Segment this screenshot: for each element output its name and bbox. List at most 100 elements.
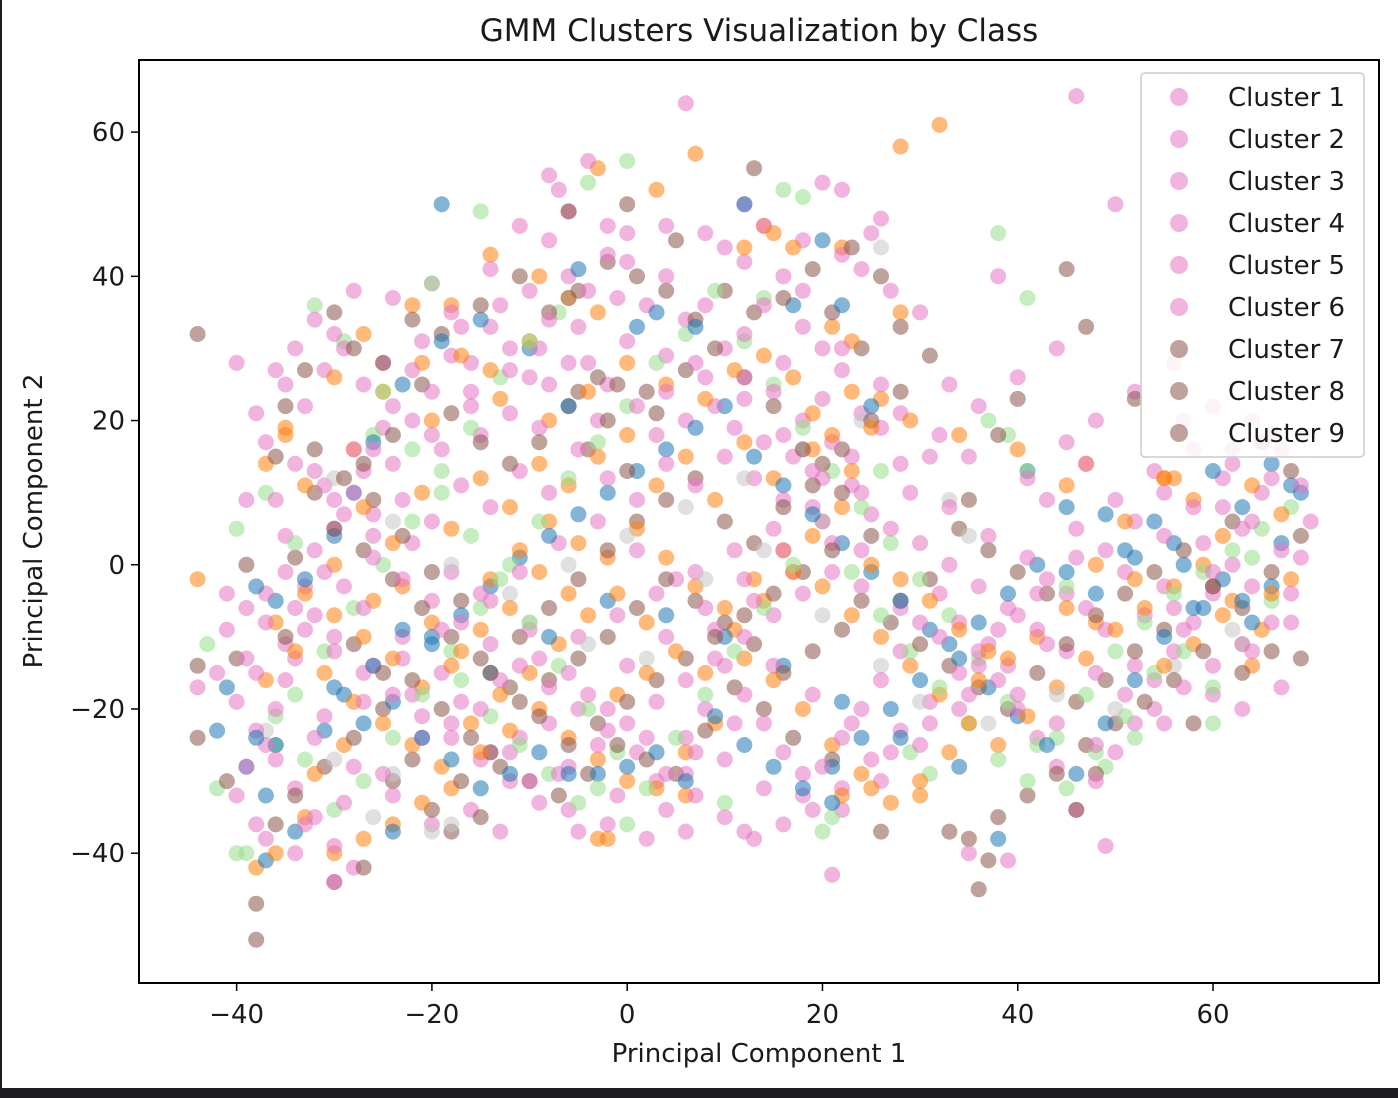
scatter-point	[248, 816, 265, 833]
scatter-point	[589, 434, 606, 451]
legend-marker	[1170, 214, 1188, 232]
scatter-point	[541, 167, 558, 184]
scatter-point	[892, 138, 909, 155]
scatter-point	[794, 318, 811, 335]
scatter-point	[1263, 470, 1280, 487]
scatter-point	[306, 765, 323, 782]
scatter-point	[570, 794, 587, 811]
scatter-point	[482, 636, 499, 653]
scatter-point	[873, 823, 889, 840]
scatter-point	[1087, 556, 1104, 573]
x-axis-ticks: −40 −20 0 20 40 60	[209, 983, 1230, 1030]
scatter-point	[794, 441, 811, 458]
scatter-point	[463, 398, 479, 415]
scatter-point	[882, 282, 899, 299]
scatter-point	[267, 816, 284, 833]
scatter-point	[1234, 499, 1251, 516]
scatter-point	[531, 564, 548, 580]
scatter-point	[755, 701, 772, 717]
scatter-point	[1048, 340, 1065, 357]
scatter-point	[297, 751, 313, 768]
scatter-point	[658, 441, 675, 458]
scatter-point	[306, 297, 323, 314]
scatter-point	[189, 729, 206, 746]
scatter-point	[746, 830, 763, 847]
scatter-point	[775, 290, 792, 306]
chart-title: GMM Clusters Visualization by Class	[480, 13, 1039, 49]
scatter-point	[326, 838, 343, 854]
scatter-point	[804, 527, 821, 544]
scatter-point	[414, 686, 431, 703]
scatter-point	[1058, 636, 1075, 653]
scatter-point	[921, 448, 938, 465]
scatter-point	[697, 664, 714, 681]
scatter-point	[404, 311, 421, 328]
scatter-point	[951, 758, 968, 775]
scatter-point	[834, 499, 850, 516]
scatter-point	[433, 441, 450, 458]
scatter-point	[189, 571, 206, 588]
scatter-point	[267, 751, 284, 768]
x-tick-label: −20	[404, 1000, 459, 1030]
scatter-point	[1244, 614, 1261, 631]
scatter-point	[404, 751, 421, 768]
scatter-point	[814, 607, 831, 624]
scatter-point	[1058, 434, 1075, 451]
scatter-point	[355, 628, 372, 645]
scatter-point	[1019, 773, 1036, 790]
scatter-point	[619, 354, 636, 371]
scatter-point	[912, 571, 929, 588]
scatter-point	[394, 376, 411, 393]
scatter-point	[502, 765, 518, 782]
y-tick-label: 0	[108, 551, 125, 581]
scatter-point	[384, 398, 401, 415]
scatter-point	[375, 765, 392, 782]
x-tick-label: 60	[1196, 1000, 1229, 1030]
scatter-point	[1195, 535, 1212, 552]
scatter-point	[472, 203, 489, 220]
scatter-point	[619, 427, 636, 443]
scatter-point	[199, 636, 216, 653]
scatter-point	[629, 491, 645, 508]
scatter-point	[609, 585, 626, 602]
scatter-point	[775, 816, 792, 833]
scatter-point	[1058, 600, 1075, 616]
scatter-point	[863, 556, 880, 573]
scatter-point	[345, 441, 362, 458]
scatter-point	[1126, 390, 1143, 407]
scatter-point	[482, 499, 499, 516]
scatter-point	[716, 751, 733, 768]
scatter-point	[560, 470, 577, 487]
scatter-point	[960, 527, 977, 544]
scatter-point	[921, 715, 938, 732]
scatter-point	[492, 571, 509, 588]
scatter-point	[1097, 838, 1114, 854]
scatter-point	[912, 773, 929, 790]
scatter-point	[248, 729, 265, 746]
scatter-point	[863, 780, 880, 797]
scatter-point	[218, 585, 235, 602]
scatter-point	[931, 427, 948, 443]
scatter-point	[746, 448, 763, 465]
scatter-point	[775, 181, 792, 198]
scatter-point	[355, 715, 372, 732]
scatter-point	[482, 664, 499, 681]
scatter-point	[433, 701, 450, 717]
scatter-point	[228, 845, 245, 862]
scatter-point	[521, 369, 538, 386]
scatter-point	[423, 513, 440, 530]
scatter-point	[1087, 773, 1104, 790]
scatter-point	[472, 297, 489, 314]
scatter-point	[814, 390, 831, 407]
legend-label: Cluster 5	[1228, 251, 1345, 281]
scatter-point	[941, 823, 958, 840]
scatter-point	[560, 737, 577, 753]
x-tick-label: 0	[619, 1000, 636, 1030]
scatter-point	[492, 686, 509, 703]
scatter-point	[853, 701, 870, 717]
scatter-point	[1078, 600, 1095, 616]
scatter-point	[531, 434, 548, 451]
scatter-point	[326, 751, 343, 768]
legend-marker	[1170, 256, 1188, 274]
scatter-point	[218, 621, 235, 638]
